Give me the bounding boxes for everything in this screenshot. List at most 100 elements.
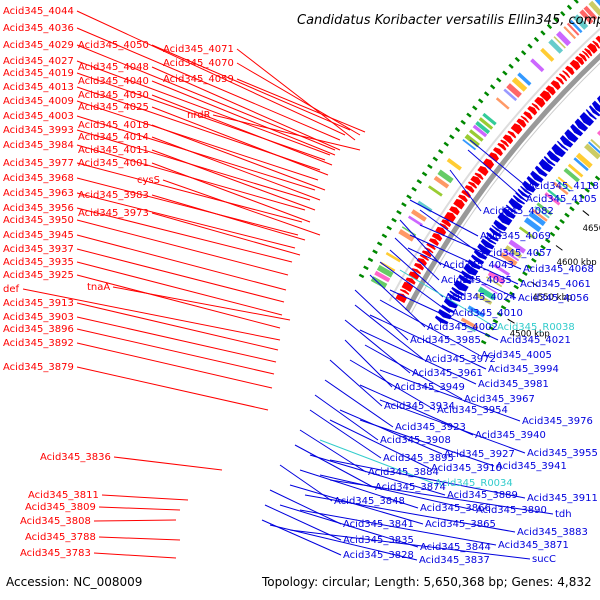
cog-block xyxy=(410,209,427,222)
gc-dash xyxy=(500,305,507,310)
topology-label: Topology: circular; Length: 5,650,368 bp… xyxy=(261,575,592,589)
gene-label: Acid345_4014 xyxy=(78,132,149,143)
kbp-tick-label: 4600 kbp xyxy=(557,258,597,268)
cog-block xyxy=(583,5,598,21)
label-connector xyxy=(324,379,394,428)
label-connector xyxy=(319,439,434,484)
gc-dash xyxy=(489,84,496,90)
gene-label: Acid345_4021 xyxy=(500,335,571,346)
cog-block xyxy=(573,14,589,30)
label-connector xyxy=(76,100,319,181)
gene-label: Acid345_3874 xyxy=(375,482,446,493)
gene-label: Acid345_3967 xyxy=(464,394,535,405)
gc-dash xyxy=(531,257,537,263)
gene-arrow xyxy=(405,277,416,285)
gene-label: Acid345_3913 xyxy=(3,298,74,309)
gene-label: Acid345_4030 xyxy=(78,90,149,101)
gene-label: Acid345_4069 xyxy=(480,231,551,242)
gene-label: Acid345_3883 xyxy=(517,527,588,538)
gene-label: Acid345_3808 xyxy=(20,516,91,527)
gene-label: Acid345_3879 xyxy=(3,362,74,373)
label-connector xyxy=(329,419,430,469)
gene-label: Acid345_3963 xyxy=(3,188,74,199)
gc-dash xyxy=(522,271,528,277)
label-connector xyxy=(359,419,495,467)
gene-label: Acid345_3993 xyxy=(3,125,74,136)
gene-label: Acid345_4027 xyxy=(3,56,74,67)
label-connector xyxy=(93,552,177,559)
cog-block xyxy=(407,215,423,227)
gene-arrow xyxy=(451,286,465,296)
gene-arrow xyxy=(505,204,518,214)
gene-arrow xyxy=(538,158,554,173)
gene-arrow xyxy=(534,165,548,177)
gene-arrow xyxy=(470,254,485,265)
gene-label: Acid345_3937 xyxy=(3,244,74,255)
cog-block xyxy=(587,141,600,154)
cog-block xyxy=(547,189,563,203)
cog-block xyxy=(544,192,561,206)
gene-label: Acid345_4002 xyxy=(427,322,498,333)
rna-label: Acid345_R0034 xyxy=(435,478,513,489)
gc-dash xyxy=(553,17,559,23)
label-connector xyxy=(329,459,526,499)
gene-arrow xyxy=(558,73,568,82)
gc-dash xyxy=(520,50,527,56)
cog-block xyxy=(548,38,564,54)
label-connector xyxy=(151,136,321,201)
label-connector xyxy=(76,177,299,236)
gene-arrow xyxy=(484,235,497,245)
cog-block xyxy=(477,286,496,301)
gene-label: Acid345_3981 xyxy=(478,379,549,390)
label-connector xyxy=(354,289,409,341)
rna-label: Acid345_R0038 xyxy=(497,322,575,333)
gene-label: Acid345_4118 xyxy=(528,181,599,192)
gene-label: Acid345_3896 xyxy=(3,324,74,335)
backbone-arcs xyxy=(388,27,600,314)
cog-block xyxy=(503,88,518,102)
gene-arrow xyxy=(531,103,540,111)
gene-label: Acid345_3865 xyxy=(425,519,496,530)
accession-label: Accession: NC_008009 xyxy=(6,575,142,589)
gc-dash xyxy=(514,56,521,63)
gene-label: Acid345_3983 xyxy=(78,190,149,201)
gene-arrow xyxy=(419,254,429,261)
gc-dash xyxy=(466,112,472,118)
gc-dash xyxy=(527,43,533,49)
gene-arrow xyxy=(578,53,587,62)
gene-arrow xyxy=(520,115,529,124)
cog-block xyxy=(563,26,577,40)
gc-dash xyxy=(574,200,580,206)
gene-arrow xyxy=(477,243,492,255)
gene-label: Acid345_3908 xyxy=(380,435,451,446)
gene-label: sucC xyxy=(532,554,556,565)
gene-arrow xyxy=(539,90,552,102)
gene-arrow xyxy=(584,48,593,57)
gene-label: Acid345_3956 xyxy=(3,203,74,214)
label-connector xyxy=(113,456,223,471)
gene-arrow xyxy=(522,180,536,193)
gc-dash xyxy=(594,175,600,181)
gc-dash xyxy=(504,298,511,303)
cog-block xyxy=(437,169,454,184)
gene-label: Acid345_3976 xyxy=(522,416,593,427)
label-connector xyxy=(93,519,177,522)
gc-dash xyxy=(540,244,546,250)
gene-label: Acid345_3889 xyxy=(447,490,518,501)
label-connector xyxy=(369,314,487,370)
label-connector xyxy=(76,192,296,249)
gene-label: Acid345_4001 xyxy=(78,158,149,169)
gene-arrow xyxy=(449,290,463,299)
gene-label: Acid345_4048 xyxy=(78,62,149,73)
label-connector xyxy=(98,536,181,541)
kbp-tick-label: 4650 kbp xyxy=(583,224,600,234)
gc-dash xyxy=(391,217,397,223)
cog-block xyxy=(556,31,572,47)
kbp-tick xyxy=(582,210,590,216)
label-connector xyxy=(236,48,356,141)
cog-block xyxy=(374,270,391,283)
backbone-inner-arc xyxy=(411,62,600,314)
gc-dash xyxy=(566,4,573,11)
cog-block xyxy=(472,124,488,138)
